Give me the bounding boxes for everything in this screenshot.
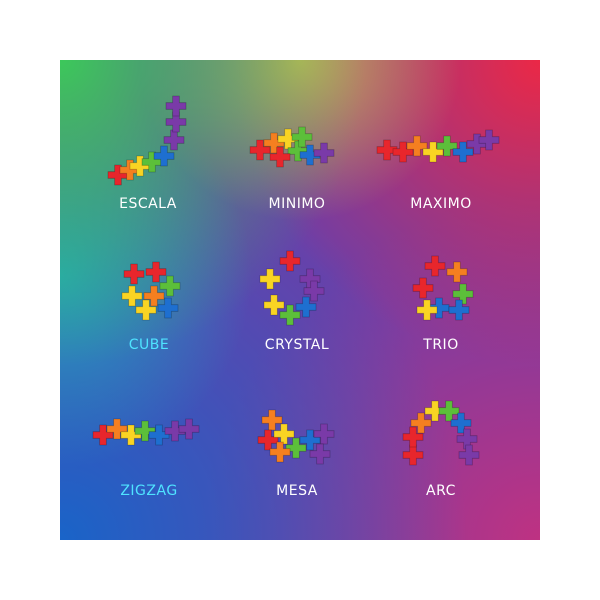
brick xyxy=(121,285,143,307)
label-mesa: MESA xyxy=(276,483,318,499)
brick xyxy=(134,420,156,442)
brick xyxy=(299,429,321,451)
brick xyxy=(178,418,200,440)
model-mesa-image xyxy=(257,409,335,465)
brick xyxy=(106,418,128,440)
model-arc-image xyxy=(402,400,480,466)
brick xyxy=(123,263,145,285)
model-crystal-image xyxy=(259,250,325,326)
model-trio-image xyxy=(412,255,474,321)
brick xyxy=(406,135,428,157)
brick xyxy=(452,283,474,305)
label-trio: TRIO xyxy=(423,337,459,353)
brick xyxy=(287,140,309,162)
model-zigzag-image xyxy=(92,418,200,446)
brick xyxy=(273,423,295,445)
brick xyxy=(145,261,167,283)
brick xyxy=(416,299,438,321)
brick xyxy=(263,294,285,316)
label-zigzag: ZIGZAG xyxy=(120,483,178,499)
label-crystal: CRYSTAL xyxy=(264,337,330,353)
brick xyxy=(402,444,424,466)
brick xyxy=(424,255,446,277)
model-cube-image xyxy=(121,261,181,321)
label-escala: ESCALA xyxy=(119,196,177,212)
brick xyxy=(438,400,460,422)
label-cube: CUBE xyxy=(128,337,170,353)
brick xyxy=(148,424,170,446)
brick xyxy=(259,268,281,290)
brick xyxy=(163,129,185,151)
brick xyxy=(410,412,432,434)
brick xyxy=(92,424,114,446)
brick xyxy=(164,420,186,442)
brick xyxy=(313,142,335,164)
brick xyxy=(448,299,470,321)
brick xyxy=(153,145,175,167)
brick xyxy=(436,135,458,157)
brick xyxy=(446,261,468,283)
brick xyxy=(269,441,291,463)
brick xyxy=(424,400,446,422)
brick xyxy=(165,95,187,117)
brick xyxy=(279,250,301,272)
brick xyxy=(303,280,325,302)
brick xyxy=(285,437,307,459)
brick xyxy=(376,139,398,161)
label-arc: ARC xyxy=(426,483,456,499)
brick xyxy=(261,409,283,431)
brick xyxy=(309,443,331,465)
brick xyxy=(143,285,165,307)
brick xyxy=(452,141,474,163)
brick xyxy=(478,129,500,151)
brick xyxy=(458,444,480,466)
brick xyxy=(402,426,424,448)
product-panel: ESCALA MINIMO MAXIMO CUBE CRYSTAL TRIO Z… xyxy=(60,60,540,540)
model-escala-image xyxy=(107,95,187,186)
brick xyxy=(279,304,301,326)
brick xyxy=(412,277,434,299)
brick xyxy=(422,141,444,163)
brick xyxy=(269,146,291,168)
brick xyxy=(295,296,317,318)
brick xyxy=(249,139,271,161)
label-maximo: MAXIMO xyxy=(410,196,472,212)
brick xyxy=(159,275,181,297)
model-maximo-image xyxy=(376,129,500,163)
brick xyxy=(313,423,335,445)
model-minimo-image xyxy=(249,126,335,168)
brick xyxy=(165,111,187,133)
brick xyxy=(299,144,321,166)
brick xyxy=(135,299,157,321)
brick xyxy=(157,297,179,319)
brick xyxy=(120,424,142,446)
brick xyxy=(291,126,313,148)
label-minimo: MINIMO xyxy=(268,196,326,212)
brick xyxy=(392,141,414,163)
